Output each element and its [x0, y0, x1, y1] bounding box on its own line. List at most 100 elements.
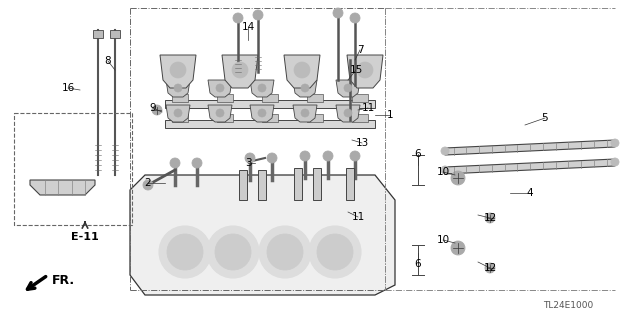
Circle shape	[441, 166, 449, 174]
Circle shape	[259, 226, 311, 278]
Circle shape	[441, 147, 449, 155]
Circle shape	[258, 84, 266, 92]
Circle shape	[611, 139, 619, 147]
Circle shape	[317, 234, 353, 270]
Text: 12: 12	[483, 263, 497, 273]
Circle shape	[192, 158, 202, 168]
Circle shape	[245, 153, 255, 163]
Text: 6: 6	[415, 259, 421, 269]
Bar	[172, 114, 188, 122]
Circle shape	[451, 171, 465, 185]
Circle shape	[258, 109, 266, 117]
Text: 12: 12	[483, 213, 497, 223]
Polygon shape	[293, 80, 317, 97]
Circle shape	[216, 84, 224, 92]
Circle shape	[309, 226, 361, 278]
Bar	[217, 94, 233, 102]
Circle shape	[143, 180, 153, 190]
Circle shape	[174, 109, 182, 117]
Text: 15: 15	[349, 65, 363, 75]
Text: 10: 10	[436, 167, 449, 177]
Polygon shape	[110, 30, 120, 38]
Circle shape	[152, 105, 162, 115]
Bar	[217, 114, 233, 122]
Circle shape	[232, 62, 248, 78]
Polygon shape	[293, 105, 317, 122]
Text: 16: 16	[61, 83, 75, 93]
Text: 6: 6	[415, 149, 421, 159]
Polygon shape	[208, 105, 232, 122]
Polygon shape	[284, 55, 320, 88]
Text: 11: 11	[362, 103, 374, 113]
Text: 14: 14	[241, 22, 255, 32]
Polygon shape	[160, 55, 196, 88]
Text: 1: 1	[387, 110, 394, 120]
Bar	[352, 114, 368, 122]
Circle shape	[350, 13, 360, 23]
Circle shape	[215, 234, 251, 270]
Text: FR.: FR.	[52, 273, 75, 286]
Circle shape	[170, 62, 186, 78]
Bar	[262, 114, 278, 122]
Bar	[346, 168, 354, 200]
Bar	[262, 94, 278, 102]
Polygon shape	[336, 80, 360, 97]
Text: 2: 2	[145, 178, 151, 188]
Text: 10: 10	[436, 235, 449, 245]
Circle shape	[207, 226, 259, 278]
Circle shape	[233, 13, 243, 23]
Circle shape	[323, 151, 333, 161]
Circle shape	[301, 109, 309, 117]
Circle shape	[485, 263, 495, 273]
Text: 7: 7	[356, 45, 364, 55]
Bar	[258, 170, 266, 200]
Polygon shape	[166, 80, 190, 97]
Bar	[352, 94, 368, 102]
Circle shape	[301, 84, 309, 92]
Polygon shape	[130, 175, 395, 295]
Text: 11: 11	[351, 212, 365, 222]
Polygon shape	[250, 105, 274, 122]
Bar	[307, 114, 323, 122]
Polygon shape	[93, 30, 103, 38]
Bar	[239, 170, 247, 200]
Polygon shape	[222, 55, 258, 88]
Polygon shape	[250, 80, 274, 97]
Circle shape	[485, 213, 495, 223]
Bar	[172, 94, 188, 102]
Circle shape	[159, 226, 211, 278]
Circle shape	[216, 109, 224, 117]
Text: 4: 4	[527, 188, 533, 198]
Circle shape	[253, 10, 263, 20]
Text: 13: 13	[355, 138, 369, 148]
Circle shape	[451, 241, 465, 255]
Circle shape	[350, 151, 360, 161]
Circle shape	[344, 109, 352, 117]
Circle shape	[174, 84, 182, 92]
Circle shape	[170, 158, 180, 168]
Circle shape	[267, 234, 303, 270]
Polygon shape	[347, 55, 383, 88]
Bar	[14, 113, 132, 225]
Bar	[307, 94, 323, 102]
Text: 8: 8	[105, 56, 111, 66]
Polygon shape	[336, 105, 360, 122]
Text: E-11: E-11	[71, 232, 99, 242]
Text: TL24E1000: TL24E1000	[543, 300, 593, 309]
Polygon shape	[166, 105, 190, 122]
Text: 3: 3	[244, 158, 252, 168]
Polygon shape	[445, 140, 615, 155]
Bar	[165, 120, 375, 128]
Bar	[165, 100, 375, 108]
Polygon shape	[30, 180, 95, 195]
Bar	[313, 168, 321, 200]
Polygon shape	[445, 159, 615, 174]
Circle shape	[300, 151, 310, 161]
Circle shape	[167, 234, 203, 270]
Circle shape	[294, 62, 310, 78]
Text: 9: 9	[150, 103, 156, 113]
Circle shape	[333, 8, 343, 18]
Circle shape	[344, 84, 352, 92]
Text: 5: 5	[541, 113, 548, 123]
Polygon shape	[208, 80, 232, 97]
